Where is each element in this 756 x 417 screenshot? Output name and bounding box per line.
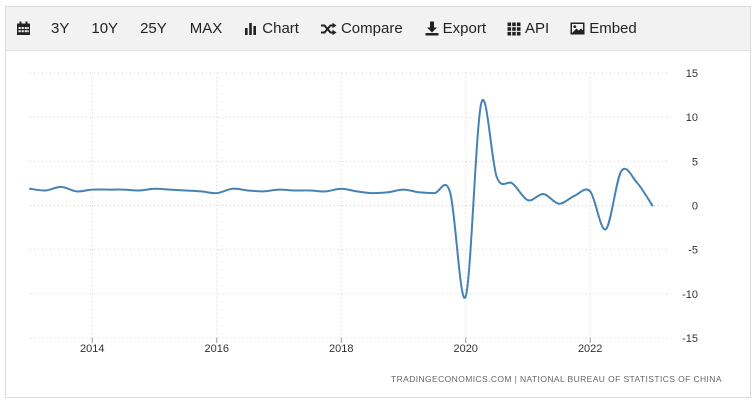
y-tick-label: -5	[688, 245, 698, 257]
image-icon	[570, 22, 585, 35]
y-tick-label: -10	[682, 289, 698, 301]
x-axis-ticks: 2014 2016 2018 2020 2022	[80, 343, 602, 355]
range-3y-button[interactable]: 3Y	[51, 7, 69, 50]
y-axis-ticks: 15 10 5 0 -5 -10 -15	[682, 68, 698, 345]
y-tick-label: 5	[692, 156, 698, 168]
embed-label: Embed	[589, 20, 637, 37]
grid-lines	[30, 72, 668, 343]
y-tick-label: 0	[692, 201, 698, 213]
compare-button[interactable]: Compare	[320, 7, 403, 50]
api-button[interactable]: API	[507, 7, 549, 50]
download-icon	[425, 21, 439, 36]
chart-widget: 3Y 10Y 25Y MAX Chart Compare	[5, 6, 751, 398]
range-3y-label: 3Y	[51, 20, 70, 37]
y-tick-label: 10	[686, 112, 698, 124]
api-label: API	[525, 20, 550, 37]
calendar-button[interactable]	[16, 7, 31, 50]
x-tick-label: 2020	[453, 343, 477, 355]
y-tick-label: 15	[686, 68, 698, 80]
range-10y-label: 10Y	[91, 20, 119, 37]
chart-type-label: Chart	[262, 20, 299, 37]
export-label: Export	[442, 20, 487, 37]
compare-label: Compare	[340, 20, 403, 37]
series-line	[29, 98, 654, 299]
range-10y-button[interactable]: 10Y	[91, 7, 118, 50]
x-tick-label: 2016	[204, 343, 228, 355]
range-25y-label: 25Y	[140, 20, 167, 37]
range-max-button[interactable]: MAX	[190, 7, 223, 50]
grid-icon	[507, 22, 521, 35]
range-25y-button[interactable]: 25Y	[140, 7, 167, 50]
y-tick-label: -15	[682, 333, 698, 345]
shuffle-icon	[320, 22, 337, 35]
range-max-label: MAX	[189, 20, 223, 37]
export-button[interactable]: Export	[425, 7, 486, 50]
x-tick-label: 2018	[329, 343, 353, 355]
chart-type-button[interactable]: Chart	[244, 7, 299, 50]
chart-toolbar: 3Y 10Y 25Y MAX Chart Compare	[6, 7, 750, 51]
bar-chart-icon	[245, 22, 257, 35]
x-tick-label: 2022	[578, 343, 602, 355]
calendar-icon	[17, 21, 30, 35]
embed-button[interactable]: Embed	[570, 7, 637, 50]
x-tick-label: 2014	[80, 343, 104, 355]
source-attribution: TRADINGECONOMICS.COM | NATIONAL BUREAU O…	[391, 374, 722, 384]
